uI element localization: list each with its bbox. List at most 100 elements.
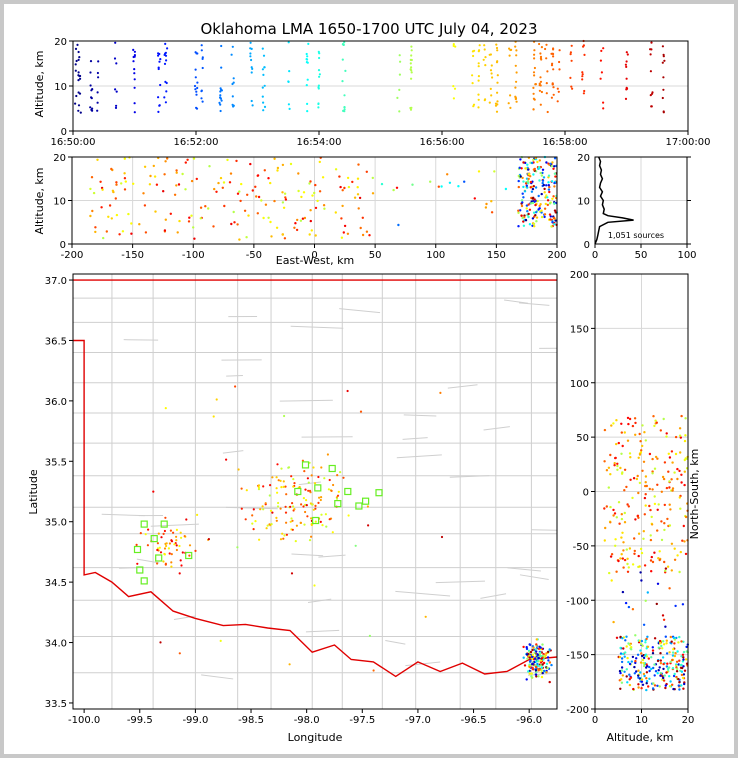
source-point bbox=[637, 532, 641, 535]
source-point bbox=[318, 160, 321, 164]
source-point bbox=[638, 432, 641, 436]
source-point bbox=[146, 544, 149, 547]
source-point bbox=[643, 564, 647, 567]
source-point bbox=[667, 452, 670, 455]
source-point bbox=[638, 639, 642, 642]
source-point bbox=[531, 217, 535, 220]
source-point bbox=[660, 490, 663, 493]
source-point bbox=[524, 219, 528, 222]
source-point bbox=[532, 71, 536, 74]
source-point bbox=[617, 501, 621, 504]
y-tick-label: -150 bbox=[566, 651, 589, 662]
source-point bbox=[675, 660, 679, 663]
source-point bbox=[672, 687, 675, 691]
source-point bbox=[261, 86, 264, 89]
x-tick-label: 16:50:00 bbox=[51, 137, 96, 148]
source-point bbox=[195, 106, 198, 109]
source-point bbox=[665, 665, 669, 668]
source-point bbox=[188, 216, 191, 219]
source-point bbox=[94, 230, 97, 234]
source-point bbox=[684, 552, 688, 556]
source-point bbox=[634, 421, 637, 425]
source-point bbox=[620, 422, 623, 425]
source-point bbox=[675, 664, 678, 667]
source-point bbox=[651, 652, 655, 655]
source-point bbox=[175, 535, 178, 538]
source-point bbox=[624, 63, 628, 66]
source-point bbox=[545, 662, 549, 665]
source-point bbox=[77, 58, 80, 62]
source-point bbox=[547, 184, 550, 187]
source-point bbox=[531, 662, 534, 665]
source-point bbox=[314, 507, 317, 510]
source-point bbox=[337, 490, 340, 493]
source-point bbox=[531, 653, 534, 656]
source-point bbox=[526, 186, 529, 189]
source-point bbox=[276, 166, 280, 170]
source-point bbox=[570, 44, 573, 47]
source-point bbox=[602, 47, 605, 50]
source-point bbox=[648, 677, 651, 680]
source-point bbox=[489, 69, 493, 72]
source-point bbox=[271, 511, 274, 514]
source-point bbox=[256, 174, 260, 177]
source-point bbox=[538, 204, 541, 208]
source-point bbox=[665, 642, 668, 645]
source-point bbox=[343, 186, 346, 190]
source-point bbox=[683, 439, 687, 443]
source-point bbox=[256, 212, 259, 215]
source-point bbox=[132, 48, 135, 52]
source-point bbox=[347, 514, 350, 517]
source-point bbox=[100, 206, 103, 209]
source-point bbox=[453, 87, 457, 90]
source-point bbox=[533, 53, 536, 56]
source-point bbox=[212, 415, 215, 418]
source-point bbox=[537, 656, 540, 660]
source-point bbox=[515, 71, 518, 74]
lma-figure: Oklahoma LMA 1650-1700 UTC July 04, 2023… bbox=[27, 20, 710, 744]
source-point bbox=[681, 660, 685, 663]
source-point bbox=[302, 505, 305, 508]
source-point bbox=[343, 41, 346, 44]
source-point bbox=[346, 232, 350, 235]
source-point bbox=[163, 53, 166, 57]
source-point bbox=[652, 682, 655, 685]
source-point bbox=[640, 680, 644, 683]
source-point bbox=[676, 650, 679, 653]
source-point bbox=[235, 159, 238, 163]
source-point bbox=[528, 672, 531, 675]
source-point bbox=[678, 688, 681, 691]
source-point bbox=[496, 81, 499, 84]
source-point bbox=[640, 551, 644, 555]
source-point bbox=[357, 163, 360, 166]
source-point bbox=[552, 68, 555, 71]
source-point bbox=[343, 106, 346, 109]
source-point bbox=[326, 453, 329, 456]
source-point bbox=[165, 542, 168, 545]
source-point bbox=[194, 76, 197, 79]
source-point bbox=[683, 470, 686, 473]
source-point bbox=[641, 683, 645, 686]
source-point bbox=[531, 666, 534, 669]
source-point bbox=[366, 505, 369, 508]
source-point bbox=[483, 44, 486, 47]
source-point bbox=[650, 41, 653, 44]
source-point bbox=[581, 73, 584, 76]
source-point bbox=[632, 687, 635, 691]
x-tick-label: 50 bbox=[635, 250, 648, 261]
source-point bbox=[668, 675, 671, 678]
source-point bbox=[194, 51, 197, 54]
source-point bbox=[683, 540, 686, 543]
source-point bbox=[628, 547, 632, 550]
source-point bbox=[637, 491, 640, 495]
source-point bbox=[309, 209, 312, 212]
source-point bbox=[115, 183, 118, 186]
source-point bbox=[199, 217, 202, 220]
source-point bbox=[610, 579, 613, 582]
x-tick-label: 100 bbox=[677, 250, 696, 261]
source-point bbox=[170, 565, 173, 568]
source-point bbox=[181, 172, 184, 176]
source-point bbox=[523, 664, 527, 667]
source-point bbox=[625, 87, 629, 90]
source-point bbox=[650, 515, 653, 519]
